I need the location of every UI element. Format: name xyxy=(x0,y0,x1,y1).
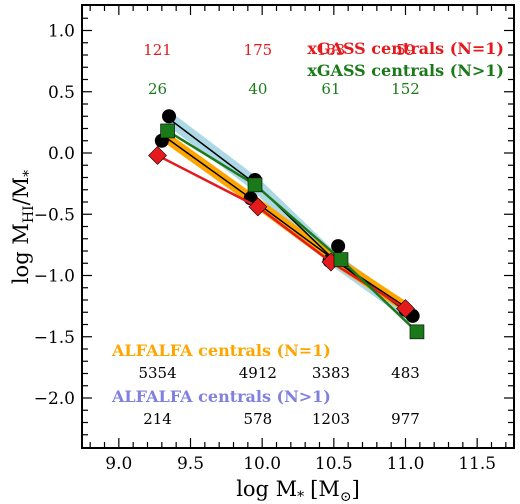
series-xgass-n2-line xyxy=(166,129,418,333)
xgass-n1-count: 59 xyxy=(396,41,415,59)
alfalfa-point xyxy=(162,109,176,124)
alfalfa-n2-count: 977 xyxy=(391,410,420,428)
alfalfa-point xyxy=(331,239,346,254)
x-tick-label: 10.5 xyxy=(315,454,353,474)
plot-frame xyxy=(81,4,515,449)
x-tick-label: 10.0 xyxy=(243,454,281,474)
xgass-n1-point xyxy=(248,197,268,217)
y-tick-label: 1.0 xyxy=(48,22,75,42)
x-tick-label: 11.5 xyxy=(458,454,496,474)
alfalfa-n1-count: 483 xyxy=(391,364,420,382)
alfalfa-n1-count: 4912 xyxy=(239,364,277,382)
alfalfa-n1-count: 3383 xyxy=(312,364,350,382)
y-tick-label: 0.5 xyxy=(48,83,75,103)
xgass-n1-point xyxy=(148,146,167,165)
y-tick-label: 0.0 xyxy=(48,144,75,164)
y-tick-label: −2.0 xyxy=(34,389,75,409)
xgass-n2-point xyxy=(247,177,263,193)
labels-layer: 121 175 183 59 26 40 61 152 5354 4912 3383 483 214 57… xyxy=(138,41,419,428)
x-tick-label: 9.0 xyxy=(105,454,132,474)
series-layer xyxy=(148,109,425,340)
legend-xgass-n2: xGASS centrals (N>1) xyxy=(307,61,504,80)
legend-alfalfa-n1: ALFALFA centrals (N=1) xyxy=(111,341,331,360)
xgass-n1-count: 183 xyxy=(317,41,346,59)
series-alfalfa-n1-line xyxy=(161,134,411,311)
y-tick-label: −0.5 xyxy=(34,205,75,225)
legend-xgass-n1: xGASS centrals (N=1) xyxy=(307,39,504,58)
y-tick-label: −1.5 xyxy=(34,328,75,348)
ticks: 9.0 9.5 10.0 10.5 11.0 11.5 1.0 0.5 0.0 −0.5 −1.0 −… xyxy=(34,6,513,474)
xgass-n2-point xyxy=(409,324,425,340)
xgass-n2-count: 152 xyxy=(391,80,420,98)
xgass-n1-point xyxy=(396,299,415,318)
x-tick-label: 9.5 xyxy=(177,454,204,474)
xgass-n1-count: 121 xyxy=(143,41,172,59)
x-tick-label: 11.0 xyxy=(387,454,425,474)
xgass-n1-count: 175 xyxy=(244,41,273,59)
alfalfa-n2-count: 578 xyxy=(244,410,273,428)
x-axis-label: log M* [M⊙] xyxy=(236,477,360,504)
alfalfa-n1-count: 5354 xyxy=(138,364,176,382)
alfalfa-n2-count: 1203 xyxy=(312,410,350,428)
xgass-n2-point xyxy=(333,252,349,267)
y-tick-label: −1.0 xyxy=(34,267,75,287)
xgass-n2-count: 61 xyxy=(321,80,340,98)
xgass-n2-point xyxy=(160,123,175,139)
y-axis-label: log MHI/M* xyxy=(9,170,37,284)
legend-alfalfa-n2: ALFALFA centrals (N>1) xyxy=(111,387,331,406)
alfalfa-n2-count: 214 xyxy=(143,410,172,428)
xgass-n2-count: 26 xyxy=(148,80,167,98)
xgass-n2-count: 40 xyxy=(248,80,267,98)
